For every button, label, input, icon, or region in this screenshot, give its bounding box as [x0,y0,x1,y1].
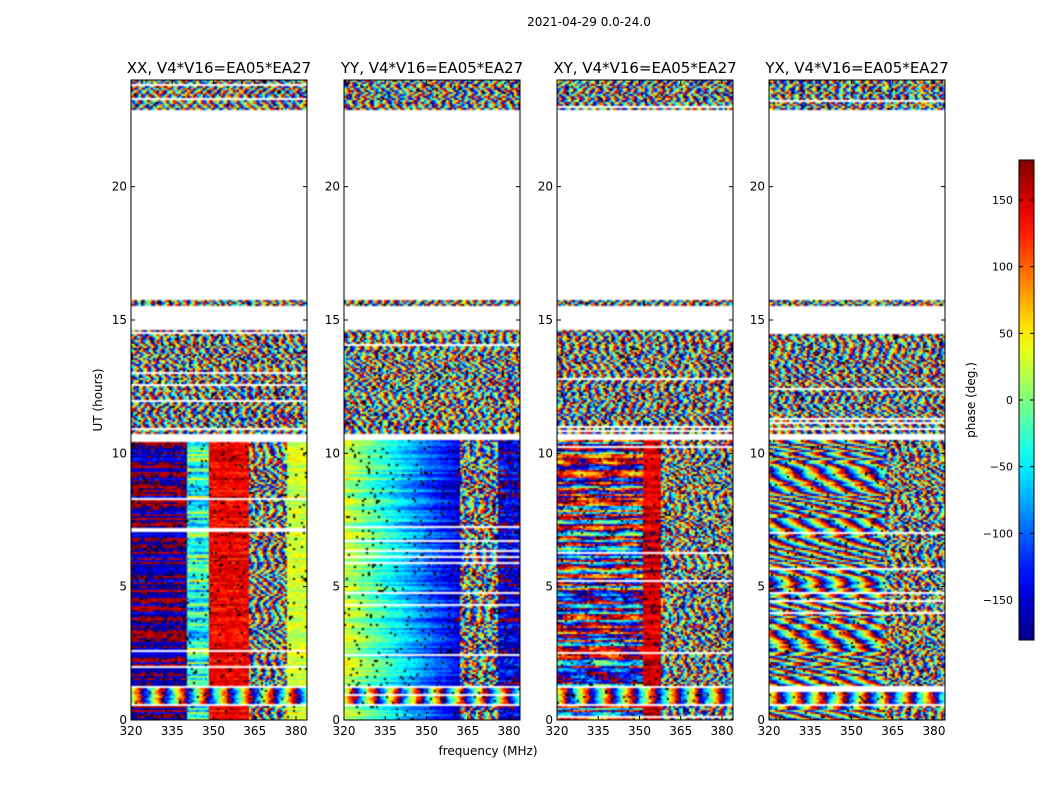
heatmap-image-xy [557,80,733,720]
panel-frame [343,79,521,721]
figure-title: 2021-04-29 0.0-24.0 [527,15,651,29]
y-tick-label: 20 [325,180,340,194]
x-axis-label: frequency (MHz) [438,744,537,758]
y-tick-label: 20 [112,180,127,194]
heatmap-image-yy [344,80,520,720]
panel-title-xx: XX, V4*V16=EA05*EA27 [127,59,311,77]
y-tick-label: 15 [538,313,553,327]
panel-group: XX, V4*V16=EA05*EA27 320 335 350 365 380 0 5 10 1… [112,59,949,738]
y-tick-label: 20 [750,180,765,194]
y-tick-label: 15 [325,313,340,327]
y-tick-label: 5 [332,580,340,594]
colorbar: −150 −100 −50 0 50 100 150 [983,159,1035,641]
x-tick-label: 350 [202,724,225,738]
x-tick-label: 380 [285,724,308,738]
y-tick-label: 0 [545,713,553,727]
y-tick-label: 15 [112,313,127,327]
y-tick-label: 10 [325,446,340,460]
x-tick-label: 335 [799,724,822,738]
panel-title-yx: YX, V4*V16=EA05*EA27 [764,59,948,77]
heatmap-image-yx [769,80,945,720]
x-tick-label: 365 [243,724,266,738]
y-tick-label: 20 [538,180,553,194]
colorbar-tick-label: −150 [983,594,1013,607]
colorbar-tick-label: 100 [992,261,1013,274]
x-tick-label: 335 [587,724,610,738]
colorbar-tick-label: 50 [999,327,1013,340]
x-tick-label: 320 [546,724,569,738]
colorbar-tick-label: 0 [1006,394,1013,407]
x-tick-label: 335 [161,724,184,738]
y-tick-label: 0 [119,713,127,727]
x-tick-label: 380 [498,724,521,738]
panel-frame [130,79,308,721]
colorbar-tick-label: −50 [990,461,1013,474]
x-tick-label: 320 [758,724,781,738]
panel-frame [556,79,734,721]
y-tick-label: 5 [757,580,765,594]
x-tick-label: 320 [120,724,143,738]
x-tick-label: 380 [711,724,734,738]
panel-xx: XX, V4*V16=EA05*EA27 320 335 350 365 380 0 5 10 1… [112,59,312,738]
y-tick-label: 5 [119,580,127,594]
panel-yx: YX, V4*V16=EA05*EA27 320 335 350 365 380 0 5 10 1… [750,59,949,738]
y-tick-label: 0 [332,713,340,727]
colorbar-label: phase (deg.) [964,362,978,438]
x-tick-label: 365 [669,724,692,738]
x-tick-label: 380 [923,724,946,738]
x-tick-label: 350 [415,724,438,738]
colorbar-tick-label: 150 [992,194,1013,207]
x-tick-label: 335 [374,724,397,738]
y-tick-label: 15 [750,313,765,327]
y-tick-label: 10 [112,446,127,460]
panel-xy: XY, V4*V16=EA05*EA27 320 335 350 365 380 0 5 10 1… [538,59,737,738]
heatmap-image-xx [131,80,307,720]
panel-yy: YY, V4*V16=EA05*EA27 320 335 350 365 380 0 5 10 1… [325,59,523,738]
y-tick-label: 5 [545,580,553,594]
x-tick-label: 365 [881,724,904,738]
y-axis-label: UT (hours) [91,368,105,431]
y-tick-label: 10 [750,446,765,460]
y-tick-label: 10 [538,446,553,460]
panel-frame [768,79,946,721]
x-tick-label: 365 [456,724,479,738]
panel-title-xy: XY, V4*V16=EA05*EA27 [553,59,736,77]
x-tick-label: 350 [628,724,651,738]
x-tick-label: 320 [333,724,356,738]
colorbar-tick-label: −100 [983,527,1013,540]
x-tick-label: 350 [840,724,863,738]
panel-title-yy: YY, V4*V16=EA05*EA27 [340,59,523,77]
y-tick-label: 0 [757,713,765,727]
